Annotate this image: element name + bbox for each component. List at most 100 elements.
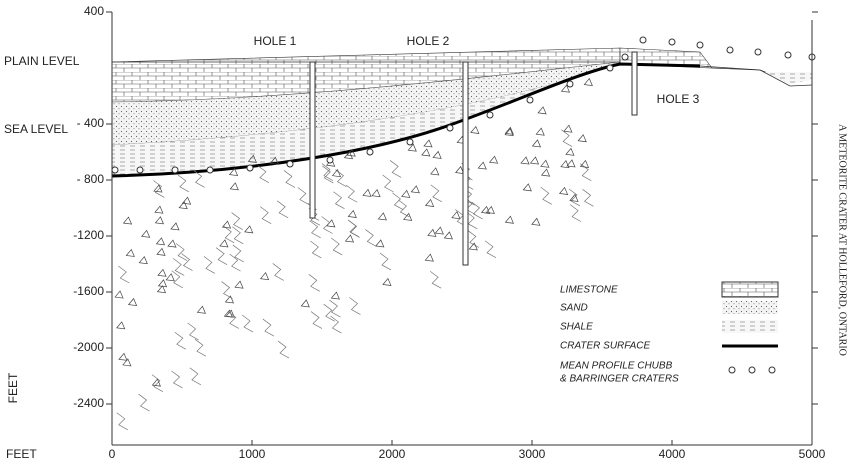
legend-label: CRATER SURFACE [560,341,651,352]
fracture [222,282,233,299]
fracture [263,319,274,336]
fragment [223,221,231,228]
fracture [298,188,309,205]
fracture [311,312,322,329]
profile-point [487,112,493,118]
fracture [216,248,227,265]
fragment [566,148,574,155]
fragment [119,353,127,360]
profile-point [247,165,253,171]
profile-point [407,139,413,145]
fracture [468,230,479,247]
fracture [380,253,391,270]
fragment [157,248,165,255]
fragment [560,188,568,195]
fracture [570,205,581,222]
fragment [348,211,356,218]
fragment [402,190,410,197]
x-tick-label: 2000 [379,447,406,461]
fracture [310,221,321,238]
x-tick-label: 5000 [799,447,826,461]
fragment [469,243,477,250]
fracture [541,187,552,204]
fragment [261,273,269,280]
fragment [435,227,443,234]
legend-swatch [722,282,778,297]
diagram: PLAIN LEVEL SEA LEVEL FEET FEET HOLE 1 H… [0,0,858,466]
profile-point [527,97,533,103]
fragment [444,232,452,239]
fracture [273,263,284,280]
fracture [188,323,199,340]
fragment [428,229,436,236]
fragment [542,169,550,176]
fragment [363,189,371,196]
fracture [139,394,150,411]
legend-label: SAND [560,303,588,314]
x-tick-label: 0 [109,447,116,461]
profile-point [727,47,733,53]
fragment [431,168,439,175]
fragment [378,213,386,220]
fracture [349,298,360,315]
fragment [168,240,176,247]
fragment [139,257,147,264]
side-caption: A METEORITE CRATER AT HOLLEFORD, ONTARIO [837,124,848,356]
profile-point [755,49,761,55]
fracture [309,274,320,291]
fragment [523,184,531,191]
fragment [220,240,228,247]
fragment [171,223,179,230]
profile-point [172,167,178,173]
fragment [226,310,234,317]
fragment [531,157,539,164]
fracture [178,175,189,192]
profile-point [447,125,453,131]
fragment [578,135,586,142]
level-label: SEA LEVEL [4,122,68,136]
level-label: PLAIN LEVEL [4,54,80,68]
fragment [142,230,150,237]
fracture [322,217,333,234]
fracture [195,339,206,356]
fracture [390,160,401,177]
profile-point [669,39,675,45]
profile-point [607,65,613,71]
y-axis-label: FEET [6,372,20,403]
legend-swatch [722,320,778,333]
fragment [301,300,309,307]
fragment [471,127,479,134]
legend-label: SHALE [560,322,593,333]
fragment [376,240,384,247]
profile-point [207,167,213,173]
fracture [392,193,403,210]
x-tick-label: 4000 [659,447,686,461]
fracture [430,271,441,288]
fragment [422,149,430,156]
hole-label: HOLE 3 [657,92,700,106]
profile-point [327,157,333,163]
fracture [176,244,187,261]
fragment [541,160,549,167]
legend-label: & BARRINGER CRATERS [560,374,679,385]
fracture [310,241,321,258]
fracture [322,166,333,183]
fragment [124,217,132,224]
fracture [334,192,345,209]
profile-point [367,149,373,155]
fracture [583,189,594,206]
fragment [532,218,540,225]
y-tick-label: - 800 [77,172,105,186]
x-tick-label: 3000 [519,447,546,461]
fragment [411,186,419,193]
y-tick-label: - 400 [77,116,105,130]
profile-point [137,167,143,173]
y-tick-label: 400 [84,4,104,18]
fracture [365,229,376,246]
hole-label: HOLE 2 [407,34,450,48]
fracture [190,368,201,385]
fragment [521,157,529,164]
profile-point [697,42,703,48]
fragment [331,292,339,299]
fragment [538,107,546,114]
